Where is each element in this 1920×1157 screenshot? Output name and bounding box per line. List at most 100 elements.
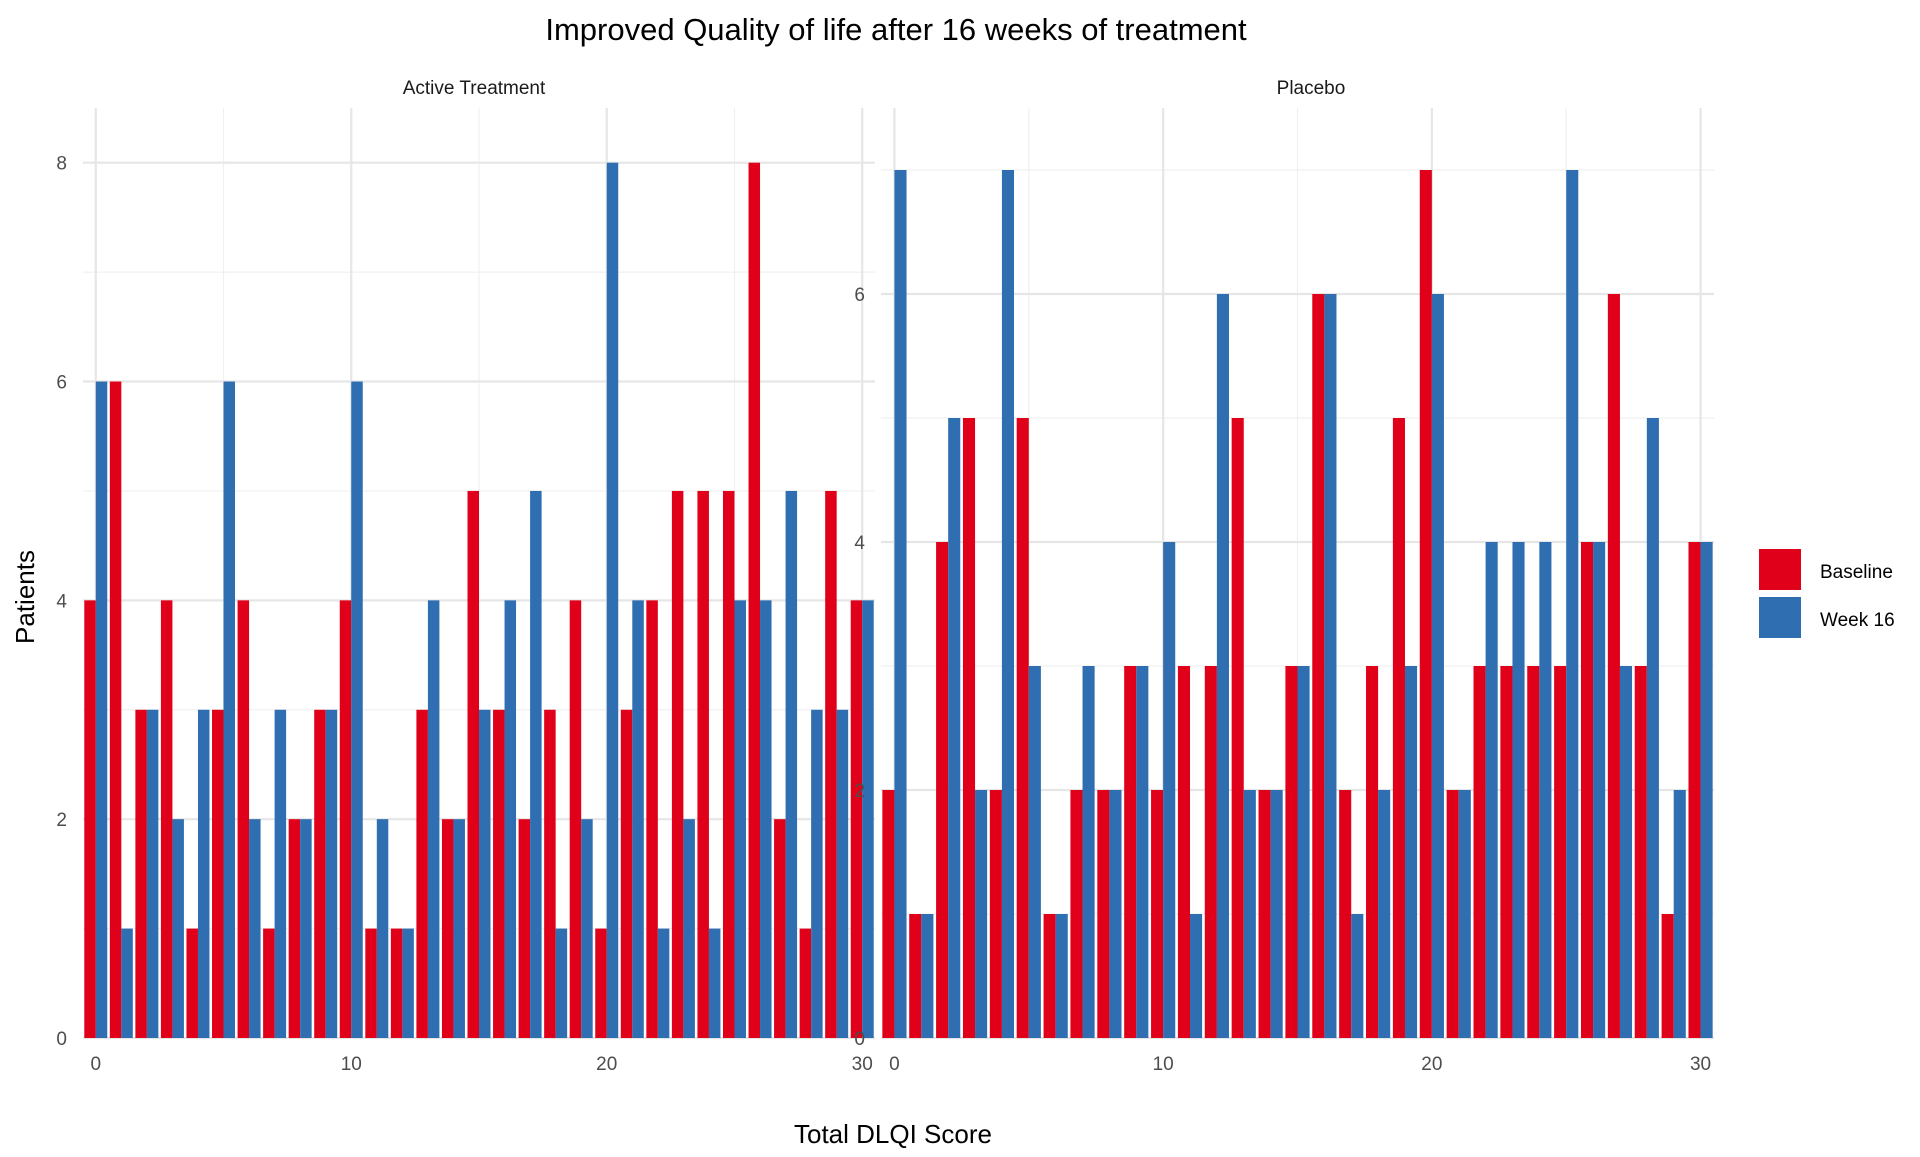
bar-baseline-30: [1688, 542, 1701, 1038]
bar-week-16-10: [1163, 542, 1176, 1038]
bar-baseline-16: [1312, 294, 1325, 1038]
bar-week-16-0: [894, 170, 907, 1038]
bar-baseline-13: [1231, 418, 1244, 1038]
bar-baseline-9: [1124, 666, 1137, 1038]
bar-baseline-14: [441, 819, 454, 1038]
bar-baseline-0: [84, 600, 96, 1038]
bar-baseline-13: [416, 709, 428, 1038]
bar-baseline-22: [646, 600, 658, 1038]
bar-week-16-22: [1485, 542, 1498, 1038]
bar-baseline-17: [518, 819, 531, 1038]
bar-week-16-30: [862, 600, 874, 1038]
bar-week-16-18: [1378, 790, 1391, 1038]
bar-baseline-9: [314, 709, 326, 1038]
bar-week-16-28: [811, 709, 823, 1038]
bar-baseline-28: [1634, 666, 1647, 1038]
bar-baseline-4: [989, 790, 1002, 1038]
bar-week-16-17: [1351, 914, 1364, 1038]
bar-baseline-1: [109, 381, 122, 1038]
x-tick-label: 20: [596, 1054, 617, 1075]
bar-week-16-22: [657, 928, 670, 1038]
y-tick-label: 8: [56, 154, 67, 175]
bar-baseline-27: [774, 819, 786, 1038]
bar-week-16-8: [1109, 790, 1122, 1038]
bar-week-16-9: [1136, 666, 1149, 1038]
x-tick-label: 20: [1421, 1054, 1442, 1075]
chart-title: Improved Quality of life after 16 weeks …: [545, 12, 1247, 47]
bar-baseline-0: [882, 790, 895, 1038]
bar-baseline-19: [1392, 418, 1405, 1038]
bar-week-16-11: [376, 819, 389, 1038]
y-tick-label: 6: [854, 285, 865, 306]
bar-week-16-18: [555, 928, 568, 1038]
bar-baseline-2: [135, 709, 147, 1038]
bar-week-16-30: [1700, 542, 1713, 1038]
bar-week-16-7: [274, 709, 287, 1038]
y-tick-label: 4: [56, 591, 67, 612]
bar-week-16-6: [1055, 914, 1068, 1038]
x-axis-label: Total DLQI Score: [794, 1119, 992, 1149]
bar-baseline-7: [263, 928, 275, 1038]
bar-week-16-24: [708, 928, 721, 1038]
y-axis-label: Patients: [10, 550, 40, 644]
bar-baseline-15: [1285, 666, 1298, 1038]
bar-baseline-24: [1527, 666, 1540, 1038]
bar-baseline-27: [1607, 294, 1620, 1038]
bar-week-16-16: [1324, 294, 1337, 1038]
bar-baseline-29: [1661, 914, 1674, 1038]
bar-week-16-21: [1458, 790, 1471, 1038]
bar-baseline-5: [1016, 418, 1029, 1038]
x-tick-label: 10: [1153, 1054, 1174, 1075]
bar-baseline-2: [936, 542, 949, 1038]
bar-week-16-20: [606, 162, 619, 1039]
bar-week-16-4: [197, 709, 210, 1038]
bar-week-16-2: [146, 709, 159, 1038]
bar-week-16-5: [1028, 666, 1041, 1038]
bar-week-16-12: [1216, 294, 1229, 1038]
bar-week-16-4: [1001, 170, 1015, 1038]
bar-week-16-26: [760, 600, 772, 1038]
bar-baseline-21: [620, 709, 633, 1038]
bar-week-16-29: [1673, 790, 1686, 1038]
bar-baseline-22: [1473, 666, 1486, 1038]
y-tick-label: 2: [56, 810, 67, 831]
bar-baseline-3: [160, 600, 173, 1038]
y-tick-label: 6: [56, 373, 67, 394]
panel-placebo: 0 10 20 30 0 2 4 6: [854, 108, 1714, 1075]
bar-baseline-18: [544, 709, 556, 1038]
x-tick-label: 0: [889, 1054, 900, 1075]
bar-week-16-1: [121, 928, 133, 1038]
bar-baseline-20: [595, 928, 607, 1038]
bar-week-16-15: [1297, 666, 1310, 1038]
bar-baseline-18: [1366, 666, 1379, 1038]
bar-baseline-12: [390, 928, 403, 1038]
bar-baseline-11: [1177, 666, 1191, 1038]
bar-baseline-14: [1258, 790, 1271, 1038]
bar-week-16-29: [836, 709, 849, 1038]
facet-title-active-treatment: Active Treatment: [403, 78, 546, 99]
legend-swatch-baseline: [1759, 549, 1801, 590]
y-tick-label: 2: [854, 781, 865, 802]
bar-baseline-19: [569, 600, 582, 1038]
bar-baseline-8: [1097, 790, 1110, 1038]
bar-baseline-26: [748, 162, 761, 1039]
bar-baseline-1: [909, 914, 922, 1038]
bar-baseline-30: [850, 600, 863, 1038]
x-tick-label: 30: [852, 1054, 873, 1075]
bar-week-16-12: [402, 928, 414, 1038]
bar-baseline-8: [288, 819, 301, 1038]
bar-baseline-23: [671, 490, 684, 1038]
y-tick-label: 0: [854, 1029, 865, 1050]
x-tick-label: 0: [90, 1054, 101, 1075]
bar-baseline-12: [1204, 666, 1217, 1038]
bar-week-16-7: [1082, 666, 1095, 1038]
bar-baseline-3: [962, 418, 976, 1038]
bar-baseline-7: [1070, 790, 1083, 1038]
bar-week-16-23: [1512, 542, 1525, 1038]
bar-week-16-5: [223, 381, 236, 1038]
bar-week-16-26: [1593, 542, 1606, 1038]
bar-baseline-26: [1580, 542, 1594, 1038]
legend: Baseline Week 16: [1759, 549, 1895, 638]
bar-baseline-15: [467, 490, 479, 1038]
